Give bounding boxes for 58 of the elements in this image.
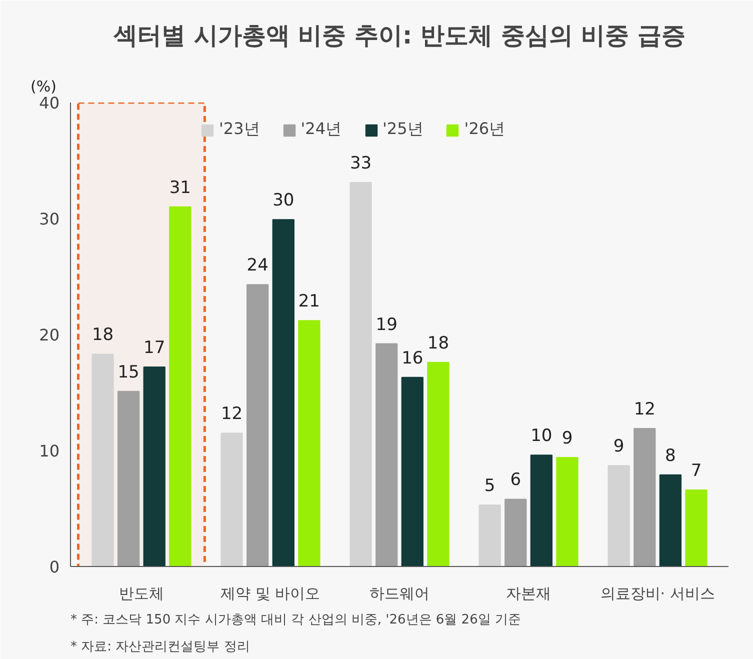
text: * 주: 코스닥 150 지수 시가총액 대비 각 산업의 비중, '26년은 6월 26일 기준 xyxy=(70,612,521,628)
data-label: 10 xyxy=(530,426,552,446)
y-tick-label: 10 xyxy=(39,442,60,460)
bar xyxy=(556,456,578,566)
legend-label: '25년 xyxy=(382,119,424,140)
bar xyxy=(685,489,708,566)
y-axis-title: (%) xyxy=(30,78,56,96)
bar xyxy=(530,454,552,566)
data-label: 12 xyxy=(220,404,243,424)
bar xyxy=(401,376,424,566)
data-label: 24 xyxy=(246,256,268,276)
data-label: 9 xyxy=(562,428,573,448)
bar xyxy=(634,428,656,566)
x-tick-label: 자본재 xyxy=(506,584,552,602)
data-label: 12 xyxy=(634,399,656,420)
x-tick-label: 의료장비· 서비스 xyxy=(600,584,715,602)
data-label: 5 xyxy=(484,476,496,496)
data-label: 33 xyxy=(350,154,372,174)
bar xyxy=(169,206,192,566)
data-label: 21 xyxy=(298,292,320,312)
bar xyxy=(220,432,243,566)
data-label: 31 xyxy=(169,178,191,198)
data-label: 16 xyxy=(402,348,424,368)
data-label: 8 xyxy=(665,446,676,466)
bar xyxy=(143,366,166,566)
bar xyxy=(608,465,630,566)
bar xyxy=(117,390,140,566)
legend-label: '24년 xyxy=(300,119,342,140)
data-label: 9 xyxy=(613,436,624,457)
data-label: 6 xyxy=(510,470,522,490)
bar xyxy=(376,343,398,566)
data-label: 7 xyxy=(690,460,702,481)
chart-title: 섹터별 시가총액 비중 추이: 반도체 중심의 비중 급증 xyxy=(112,22,686,50)
bar xyxy=(478,504,501,566)
y-tick-label: 20 xyxy=(39,326,60,344)
data-label: 18 xyxy=(92,325,114,346)
data-label: 15 xyxy=(118,362,140,382)
bar xyxy=(350,182,372,566)
y-tick-label: 30 xyxy=(39,210,60,228)
bar xyxy=(659,474,682,566)
x-tick-label: 제약 및 바이오 xyxy=(220,584,320,602)
bar xyxy=(92,354,114,566)
legend-label: '23년 xyxy=(219,119,260,140)
data-label: 17 xyxy=(144,338,166,358)
legend-label: '26년 xyxy=(464,119,506,140)
bar xyxy=(427,362,450,566)
y-tick-label: 40 xyxy=(39,94,60,112)
data-label: 18 xyxy=(427,333,450,354)
bar xyxy=(246,284,269,566)
bar xyxy=(298,320,320,566)
data-label: 19 xyxy=(376,314,398,335)
x-tick-label: 반도체 xyxy=(118,584,164,602)
data-label: 30 xyxy=(272,190,294,211)
x-tick-label: 하드웨어 xyxy=(370,584,430,602)
y-tick-label: 0 xyxy=(49,558,60,576)
bar xyxy=(272,219,294,566)
text: * 자료: 자산관리컨설팅부 정리 xyxy=(70,640,250,654)
bar xyxy=(504,498,527,566)
